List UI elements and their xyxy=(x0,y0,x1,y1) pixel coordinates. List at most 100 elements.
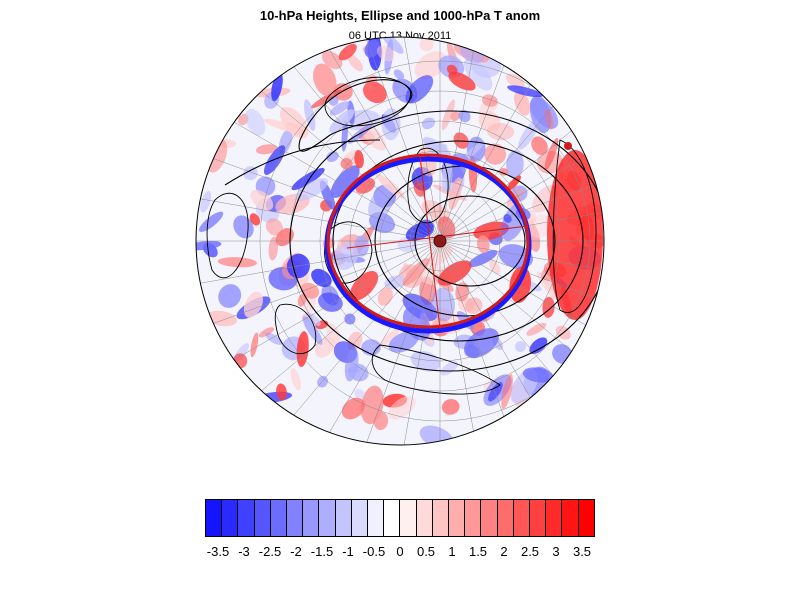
meridian-line xyxy=(439,240,604,409)
meridian-line xyxy=(272,240,441,441)
anomaly-patch xyxy=(250,332,259,358)
colorbar-tick-label: 1 xyxy=(448,544,456,559)
meridian-line xyxy=(394,37,441,242)
anomaly-patch xyxy=(265,332,283,345)
anomaly-patch xyxy=(527,209,537,224)
anomaly-patch xyxy=(317,375,329,388)
coastline xyxy=(274,303,317,355)
anomaly-patch xyxy=(354,388,365,399)
meridian-line xyxy=(214,240,441,372)
anomaly-patch xyxy=(422,137,452,160)
anomaly-patch xyxy=(313,63,337,97)
meridian-line xyxy=(439,195,604,242)
anomaly-patch xyxy=(531,136,548,155)
anomaly-patch xyxy=(377,287,393,306)
meridian-line xyxy=(196,240,441,287)
colorbar-swatch xyxy=(368,500,385,536)
colorbar-swatch xyxy=(562,500,579,536)
colorbar-swatch xyxy=(432,500,450,536)
anomaly-patch xyxy=(263,145,286,175)
map-border xyxy=(195,36,605,446)
anomaly-patch xyxy=(376,45,395,62)
anomaly-patch xyxy=(249,213,261,226)
height-contour xyxy=(289,110,604,372)
anomaly-patch xyxy=(265,218,283,236)
anomaly-patch xyxy=(275,228,294,247)
anomaly-patch xyxy=(276,383,287,401)
colorbar-labels: -3.5 -3 -2.5 -2 -1.5 -1 -0.5 0 0.5 1 1.5 2 2.5 3 3.5 xyxy=(205,544,595,562)
coastline xyxy=(371,344,501,395)
anomaly-patch xyxy=(455,282,470,302)
meridian-line xyxy=(439,37,486,242)
anomaly-patch xyxy=(405,75,434,104)
colorbar-tick-label: 2.5 xyxy=(520,544,540,559)
meridian-line xyxy=(309,240,441,445)
colorbar-tick-label: 1.5 xyxy=(468,544,488,559)
anomaly-patch xyxy=(198,211,224,233)
anomaly-patch xyxy=(321,50,343,70)
meridian-line xyxy=(240,73,441,242)
anomaly-patch xyxy=(364,74,378,91)
colorbar-swatch xyxy=(206,500,223,536)
anomaly-patch xyxy=(414,51,447,80)
anomaly-patch xyxy=(217,257,257,268)
anomaly-patch xyxy=(514,341,527,353)
meridian-line xyxy=(309,37,441,242)
anomaly-patch xyxy=(465,297,483,314)
meridian-line xyxy=(272,41,441,242)
anomaly-patch xyxy=(206,310,237,327)
anomaly-patch xyxy=(338,43,357,61)
anomaly-patch xyxy=(341,397,365,420)
meridian-line xyxy=(214,110,441,242)
colorbar-swatch xyxy=(254,500,271,536)
anomaly-patch xyxy=(368,183,396,220)
colorbar-tick-label: -1.5 xyxy=(310,544,334,559)
colorbar-tick-label: -0.5 xyxy=(362,544,386,559)
anomaly-patch xyxy=(380,327,401,346)
meridian-line xyxy=(439,151,604,242)
anomaly-patch xyxy=(218,284,242,308)
chart-title: 10-hPa Heights, Ellipse and 1000-hPa T a… xyxy=(259,8,541,23)
colorbar-swatch xyxy=(578,500,594,536)
anomaly-patch xyxy=(290,368,302,391)
vortex-ellipse-outline xyxy=(326,153,530,329)
anomaly-patch xyxy=(428,245,453,266)
anomaly-patch xyxy=(329,101,350,116)
anomaly-patch xyxy=(348,363,369,382)
coastline xyxy=(552,139,597,313)
meridian-line xyxy=(394,240,441,445)
anomaly-patch xyxy=(268,236,279,261)
meridian-line xyxy=(439,240,486,445)
anomaly-patch xyxy=(245,108,266,136)
colorbar-swatch xyxy=(400,500,417,536)
colorbar-swatch xyxy=(384,500,401,536)
height-contour xyxy=(224,139,381,186)
anomaly-patch xyxy=(255,144,278,155)
anomaly-patch xyxy=(291,168,325,191)
vortex-ellipse xyxy=(324,142,572,334)
anomaly-patch xyxy=(347,54,364,72)
anomaly-patch xyxy=(250,189,274,211)
anomaly-patch xyxy=(488,382,503,402)
anomaly-patch xyxy=(330,165,360,198)
anomaly-patch xyxy=(349,270,379,301)
anomaly-patch xyxy=(505,73,525,89)
anomaly-patch xyxy=(302,316,323,345)
meridian-line xyxy=(240,240,441,409)
anomaly-patch xyxy=(258,327,275,338)
colorbar-swatch xyxy=(222,500,239,536)
anomaly-patch xyxy=(441,399,460,415)
anomaly-patch xyxy=(507,175,521,191)
coastline xyxy=(324,221,373,284)
colorbar-tick-label: 2 xyxy=(500,544,508,559)
colorbar-tick-label: -3.5 xyxy=(206,544,230,559)
colorbar-swatch xyxy=(287,500,304,536)
colorbar-swatch xyxy=(465,500,482,536)
colorbar-swatch xyxy=(416,500,433,536)
anomaly-patch xyxy=(513,90,531,116)
colorbar-swatch xyxy=(335,500,352,536)
height-contour xyxy=(414,195,526,287)
anomaly-patch xyxy=(476,235,490,254)
anomaly-patch xyxy=(522,367,554,383)
